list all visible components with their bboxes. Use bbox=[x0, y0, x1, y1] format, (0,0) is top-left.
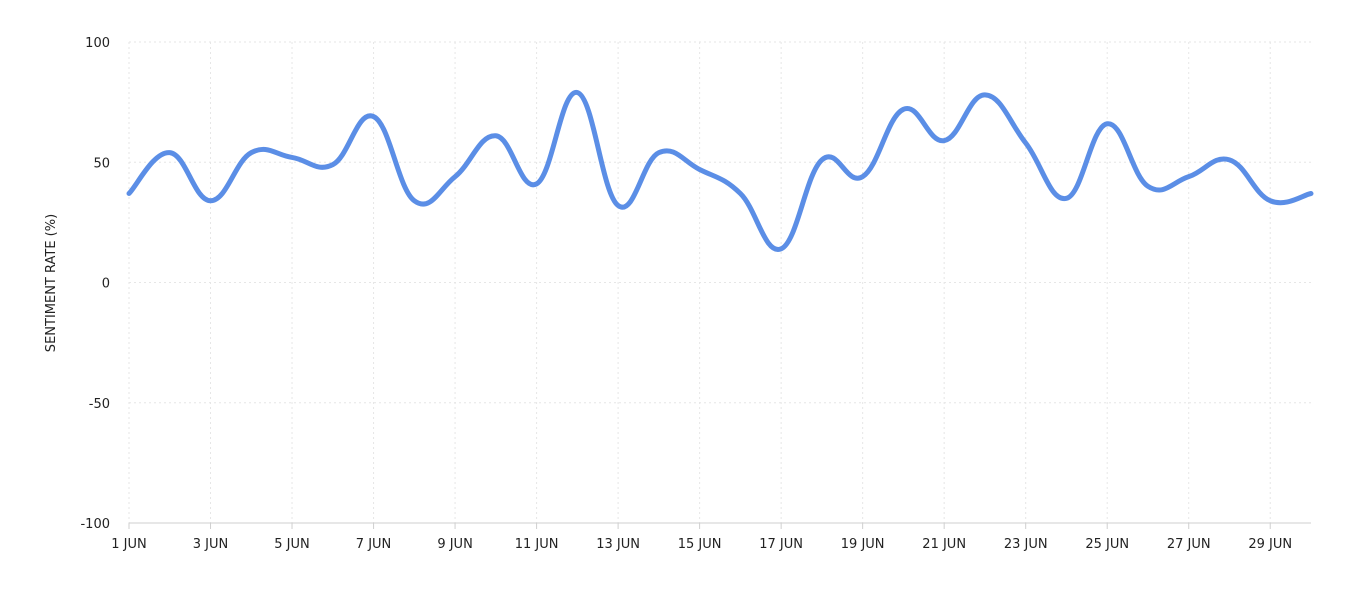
x-tick-label: 29 JUN bbox=[1248, 537, 1292, 552]
y-tick-label: -50 bbox=[89, 397, 110, 412]
x-tick-label: 13 JUN bbox=[596, 537, 640, 552]
y-tick-labels: 100 50 0 -50 -100 bbox=[80, 36, 110, 532]
y-tick-label: 50 bbox=[93, 156, 110, 171]
x-tick-label: 3 JUN bbox=[193, 537, 228, 552]
x-tick-label: 5 JUN bbox=[274, 537, 309, 552]
x-tick-label: 27 JUN bbox=[1167, 537, 1211, 552]
x-tick-label: 23 JUN bbox=[1004, 537, 1048, 552]
x-tick-label: 19 JUN bbox=[841, 537, 885, 552]
series-line bbox=[126, 90, 1314, 252]
y-tick-label: -100 bbox=[80, 517, 110, 532]
y-tick-label: 100 bbox=[85, 36, 110, 51]
grid bbox=[128, 41, 1311, 524]
x-tick-label: 17 JUN bbox=[759, 537, 803, 552]
x-tick-labels: 1 JUN 3 JUN 5 JUN 7 JUN 9 JUN 11 JUN 13 JUN 15 … bbox=[111, 523, 1292, 552]
y-axis-title: SENTIMENT RATE (%) bbox=[44, 214, 59, 352]
x-tick-label: 25 JUN bbox=[1085, 537, 1129, 552]
x-tick-label: 21 JUN bbox=[922, 537, 966, 552]
x-tick-label: 7 JUN bbox=[356, 537, 391, 552]
x-tick-label: 1 JUN bbox=[111, 537, 146, 552]
x-tick-label: 9 JUN bbox=[437, 537, 472, 552]
y-tick-label: 0 bbox=[102, 277, 110, 292]
x-tick-label: 11 JUN bbox=[515, 537, 559, 552]
x-tick-label: 15 JUN bbox=[678, 537, 722, 552]
